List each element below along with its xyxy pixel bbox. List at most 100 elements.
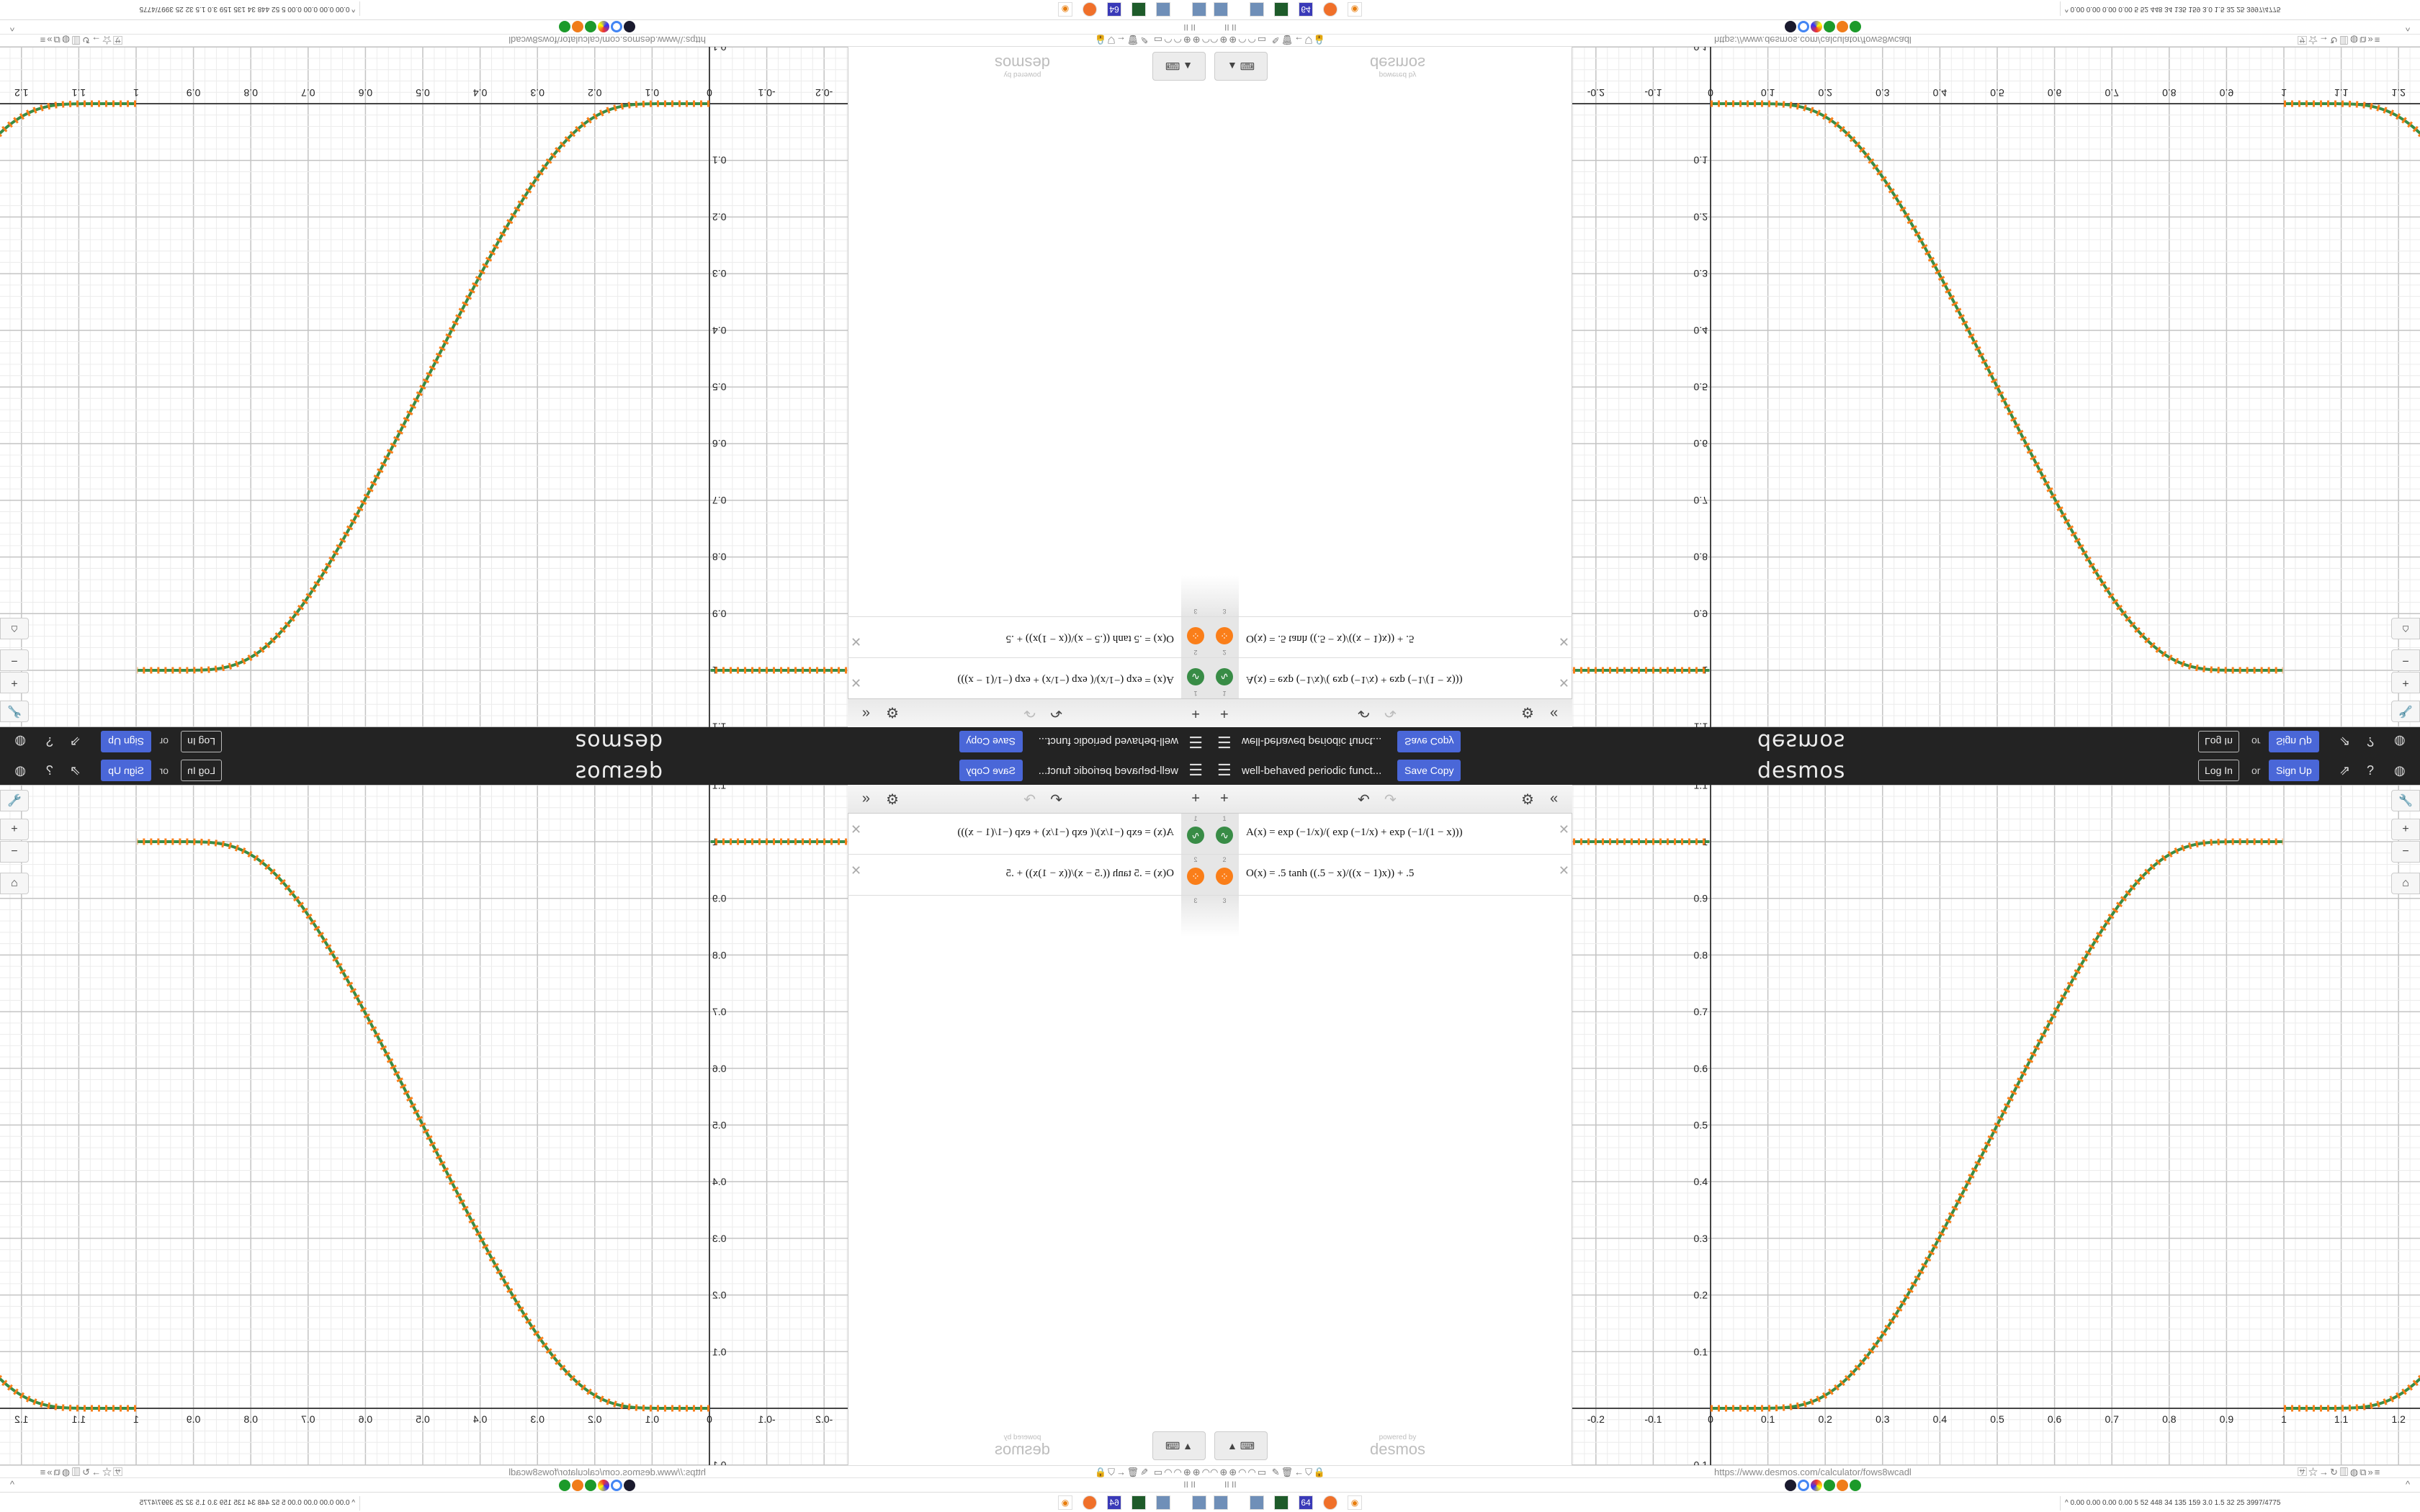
blender-icon[interactable]: ◉ bbox=[1058, 2, 1072, 17]
log-in-button[interactable]: Log In bbox=[181, 760, 222, 781]
url-text[interactable]: https://www.desmos.com/calculator/fows8w… bbox=[508, 35, 706, 45]
floppy-icon[interactable]: 64 bbox=[1107, 1495, 1121, 1510]
url-text[interactable]: https://www.desmos.com/calculator/fows8w… bbox=[1714, 1467, 1912, 1477]
delete-icon[interactable]: ✕ bbox=[851, 675, 862, 690]
zoom-in-button[interactable]: + bbox=[2391, 819, 2420, 840]
expression-o[interactable]: O(x) = .5 tanh ((.5 − x)/((x − 1)x)) + .… bbox=[1005, 868, 1174, 879]
zoom-out-button[interactable]: − bbox=[0, 649, 29, 671]
wave-icon[interactable]: ∿ bbox=[1216, 827, 1233, 844]
toolbar-icons-left[interactable]: ◠⊕⊕◠◠▭ ✎🗑←⛉🔒 bbox=[1210, 35, 1327, 45]
toolbar-icons-right[interactable]: 🈂☆→↻▥◍⧉»≡ bbox=[38, 1467, 122, 1477]
delete-icon[interactable]: ✕ bbox=[851, 822, 862, 837]
home-icon[interactable]: ⌂ bbox=[2391, 618, 2420, 639]
hamburger-icon[interactable]: ☰ bbox=[1188, 733, 1203, 751]
expression-o[interactable]: O(x) = .5 tanh ((.5 − x)/((x − 1)x)) + .… bbox=[1005, 633, 1174, 644]
undo-button[interactable]: ↶ bbox=[1358, 704, 1370, 720]
firefox-icon[interactable] bbox=[1323, 1495, 1337, 1510]
wrench-icon[interactable]: 🔧 bbox=[2391, 790, 2420, 811]
terminal-icon[interactable] bbox=[1131, 2, 1146, 17]
redo-button[interactable]: ↷ bbox=[1384, 704, 1397, 720]
undo-button[interactable]: ↶ bbox=[1050, 792, 1062, 808]
desmos-bookmark-icon[interactable] bbox=[585, 1480, 596, 1491]
toolbar-icons-right[interactable]: 🈂☆→↻▥◍⧉»≡ bbox=[2298, 35, 2382, 45]
graph-canvas[interactable]: -0.2 -0.1 0 0.1 0.2 0.3 0.4 0.5 0.6 0.7 0.8 0.9 1 1.1… bbox=[1210, 47, 2420, 756]
expression-row-empty[interactable]: 3 bbox=[1210, 896, 1572, 937]
toolbar-icons-left[interactable]: ◠⊕⊕◠◠▭ ✎🗑←⛉🔒 bbox=[1210, 1467, 1327, 1477]
desmos-bookmark-icon[interactable] bbox=[1824, 21, 1835, 32]
bookmark-icon[interactable] bbox=[1837, 1480, 1848, 1491]
address-bar[interactable]: ◠⊕⊕◠◠▭ ✎🗑←⛉🔒 https://www.desmos.com/calc… bbox=[0, 34, 1210, 47]
toolbar-icons-right[interactable]: 🈂☆→↻▥◍⧉»≡ bbox=[2298, 1467, 2382, 1477]
floppy-icon[interactable]: 64 bbox=[1299, 1495, 1313, 1510]
settings-icon[interactable]: ⚙ bbox=[1521, 704, 1534, 720]
language-icon[interactable]: ◍ bbox=[14, 734, 26, 750]
graph-title[interactable]: well-behaved periodic funct... bbox=[1242, 735, 1382, 748]
expression-row[interactable]: 2 ⁘ O(x) = .5 tanh ((.5 − x)/((x − 1)x))… bbox=[848, 855, 1210, 896]
redo-button[interactable]: ↷ bbox=[1384, 792, 1397, 808]
settings-icon[interactable]: ⚙ bbox=[886, 792, 899, 808]
chevron-up-icon[interactable]: ^ bbox=[2406, 22, 2411, 33]
expression-row-empty[interactable]: 3 bbox=[848, 575, 1210, 616]
toolbar-icons-left[interactable]: ◠⊕⊕◠◠▭ ✎🗑←⛉🔒 bbox=[1093, 1467, 1210, 1477]
bookmark-icon[interactable] bbox=[598, 21, 609, 32]
share-icon[interactable]: ⇗ bbox=[69, 734, 81, 750]
graph-title[interactable]: well-behaved periodic funct... bbox=[1242, 764, 1382, 777]
bookmark-icon[interactable] bbox=[572, 1480, 583, 1491]
firefox-icon[interactable] bbox=[1083, 2, 1097, 17]
monitor-icon[interactable] bbox=[1214, 2, 1228, 17]
wrench-icon[interactable]: 🔧 bbox=[0, 790, 29, 811]
collapse-list-button[interactable]: « bbox=[861, 791, 870, 806]
desmos-bookmark-icon[interactable] bbox=[1850, 1480, 1861, 1491]
delete-icon[interactable]: ✕ bbox=[1558, 822, 1569, 837]
expression-o[interactable]: O(x) = .5 tanh ((.5 − x)/((x − 1)x)) + .… bbox=[1246, 868, 1415, 879]
desmos-bookmark-icon[interactable] bbox=[1824, 1480, 1835, 1491]
monitor-icon[interactable] bbox=[1250, 2, 1264, 17]
sign-up-button[interactable]: Sign Up bbox=[101, 760, 151, 781]
url-text[interactable]: https://www.desmos.com/calculator/fows8w… bbox=[508, 1467, 706, 1477]
wave-icon[interactable]: ∿ bbox=[1216, 668, 1233, 685]
monitor-icon[interactable] bbox=[1250, 1495, 1264, 1510]
bookmark-icon[interactable] bbox=[1785, 1480, 1796, 1491]
graph-canvas[interactable]: -0.2 -0.1 0 0.1 0.2 0.3 0.4 0.5 0.6 0.7 0.8 0.9 1 1.1… bbox=[0, 47, 1210, 756]
expression-row[interactable]: 1 ∿ A(x) = exp (−1/x)/( exp (−1/x) + exp… bbox=[848, 814, 1210, 855]
terminal-icon[interactable] bbox=[1274, 2, 1289, 17]
log-in-button[interactable]: Log In bbox=[2198, 760, 2239, 781]
floppy-icon[interactable]: 64 bbox=[1299, 2, 1313, 17]
collapse-list-button[interactable]: « bbox=[1550, 706, 1559, 721]
bookmark-icon[interactable] bbox=[1837, 21, 1848, 32]
graph-canvas[interactable]: -0.2 -0.1 0 0.1 0.2 0.3 0.4 0.5 0.6 0.7 0.8 0.9 1 1.1… bbox=[1210, 756, 2420, 1465]
expression-a[interactable]: A(x) = exp (−1/x)/( exp (−1/x) + exp (−1… bbox=[957, 674, 1174, 685]
delete-icon[interactable]: ✕ bbox=[851, 863, 862, 878]
monitor-icon[interactable] bbox=[1192, 2, 1206, 17]
monitor-icon[interactable] bbox=[1192, 1495, 1206, 1510]
monitor-icon[interactable] bbox=[1156, 2, 1170, 17]
expression-o[interactable]: O(x) = .5 tanh ((.5 − x)/((x − 1)x)) + .… bbox=[1246, 633, 1415, 644]
sign-up-button[interactable]: Sign Up bbox=[2269, 760, 2319, 781]
expression-a[interactable]: A(x) = exp (−1/x)/( exp (−1/x) + exp (−1… bbox=[957, 827, 1174, 838]
points-icon[interactable]: ⁘ bbox=[1216, 627, 1233, 644]
help-icon[interactable]: ? bbox=[45, 734, 53, 750]
help-icon[interactable]: ? bbox=[2367, 762, 2375, 778]
address-bar[interactable]: ◠⊕⊕◠◠▭ ✎🗑←⛉🔒 https://www.desmos.com/calc… bbox=[0, 1465, 1210, 1478]
add-expression-button[interactable]: + bbox=[1220, 706, 1229, 721]
expression-row[interactable]: 2 ⁘ O(x) = .5 tanh ((.5 − x)/((x − 1)x))… bbox=[1210, 616, 1572, 657]
language-icon[interactable]: ◍ bbox=[14, 762, 26, 778]
points-icon[interactable]: ⁘ bbox=[1187, 627, 1204, 644]
graph-title[interactable]: well-behaved periodic funct... bbox=[1038, 764, 1178, 777]
hamburger-icon[interactable]: ☰ bbox=[1217, 761, 1232, 779]
desmos-bookmark-icon[interactable] bbox=[1850, 21, 1861, 32]
log-in-button[interactable]: Log In bbox=[181, 731, 222, 752]
expression-row[interactable]: 1 ∿ A(x) = exp (−1/x)/( exp (−1/x) + exp… bbox=[1210, 814, 1572, 855]
monitor-icon[interactable] bbox=[1156, 1495, 1170, 1510]
zoom-out-button[interactable]: − bbox=[2391, 841, 2420, 863]
log-in-button[interactable]: Log In bbox=[2198, 731, 2239, 752]
save-copy-button[interactable]: Save Copy bbox=[959, 760, 1023, 781]
bookmark-icon[interactable] bbox=[1811, 1480, 1822, 1491]
delete-icon[interactable]: ✕ bbox=[1558, 634, 1569, 649]
bookmark-icon[interactable] bbox=[624, 1480, 635, 1491]
undo-button[interactable]: ↶ bbox=[1358, 792, 1370, 808]
keypad-button[interactable]: ▲ ⌨ bbox=[1214, 52, 1268, 81]
share-icon[interactable]: ⇗ bbox=[2339, 762, 2351, 778]
chevron-up-icon[interactable]: ^ bbox=[9, 22, 14, 33]
url-text[interactable]: https://www.desmos.com/calculator/fows8w… bbox=[1714, 35, 1912, 45]
